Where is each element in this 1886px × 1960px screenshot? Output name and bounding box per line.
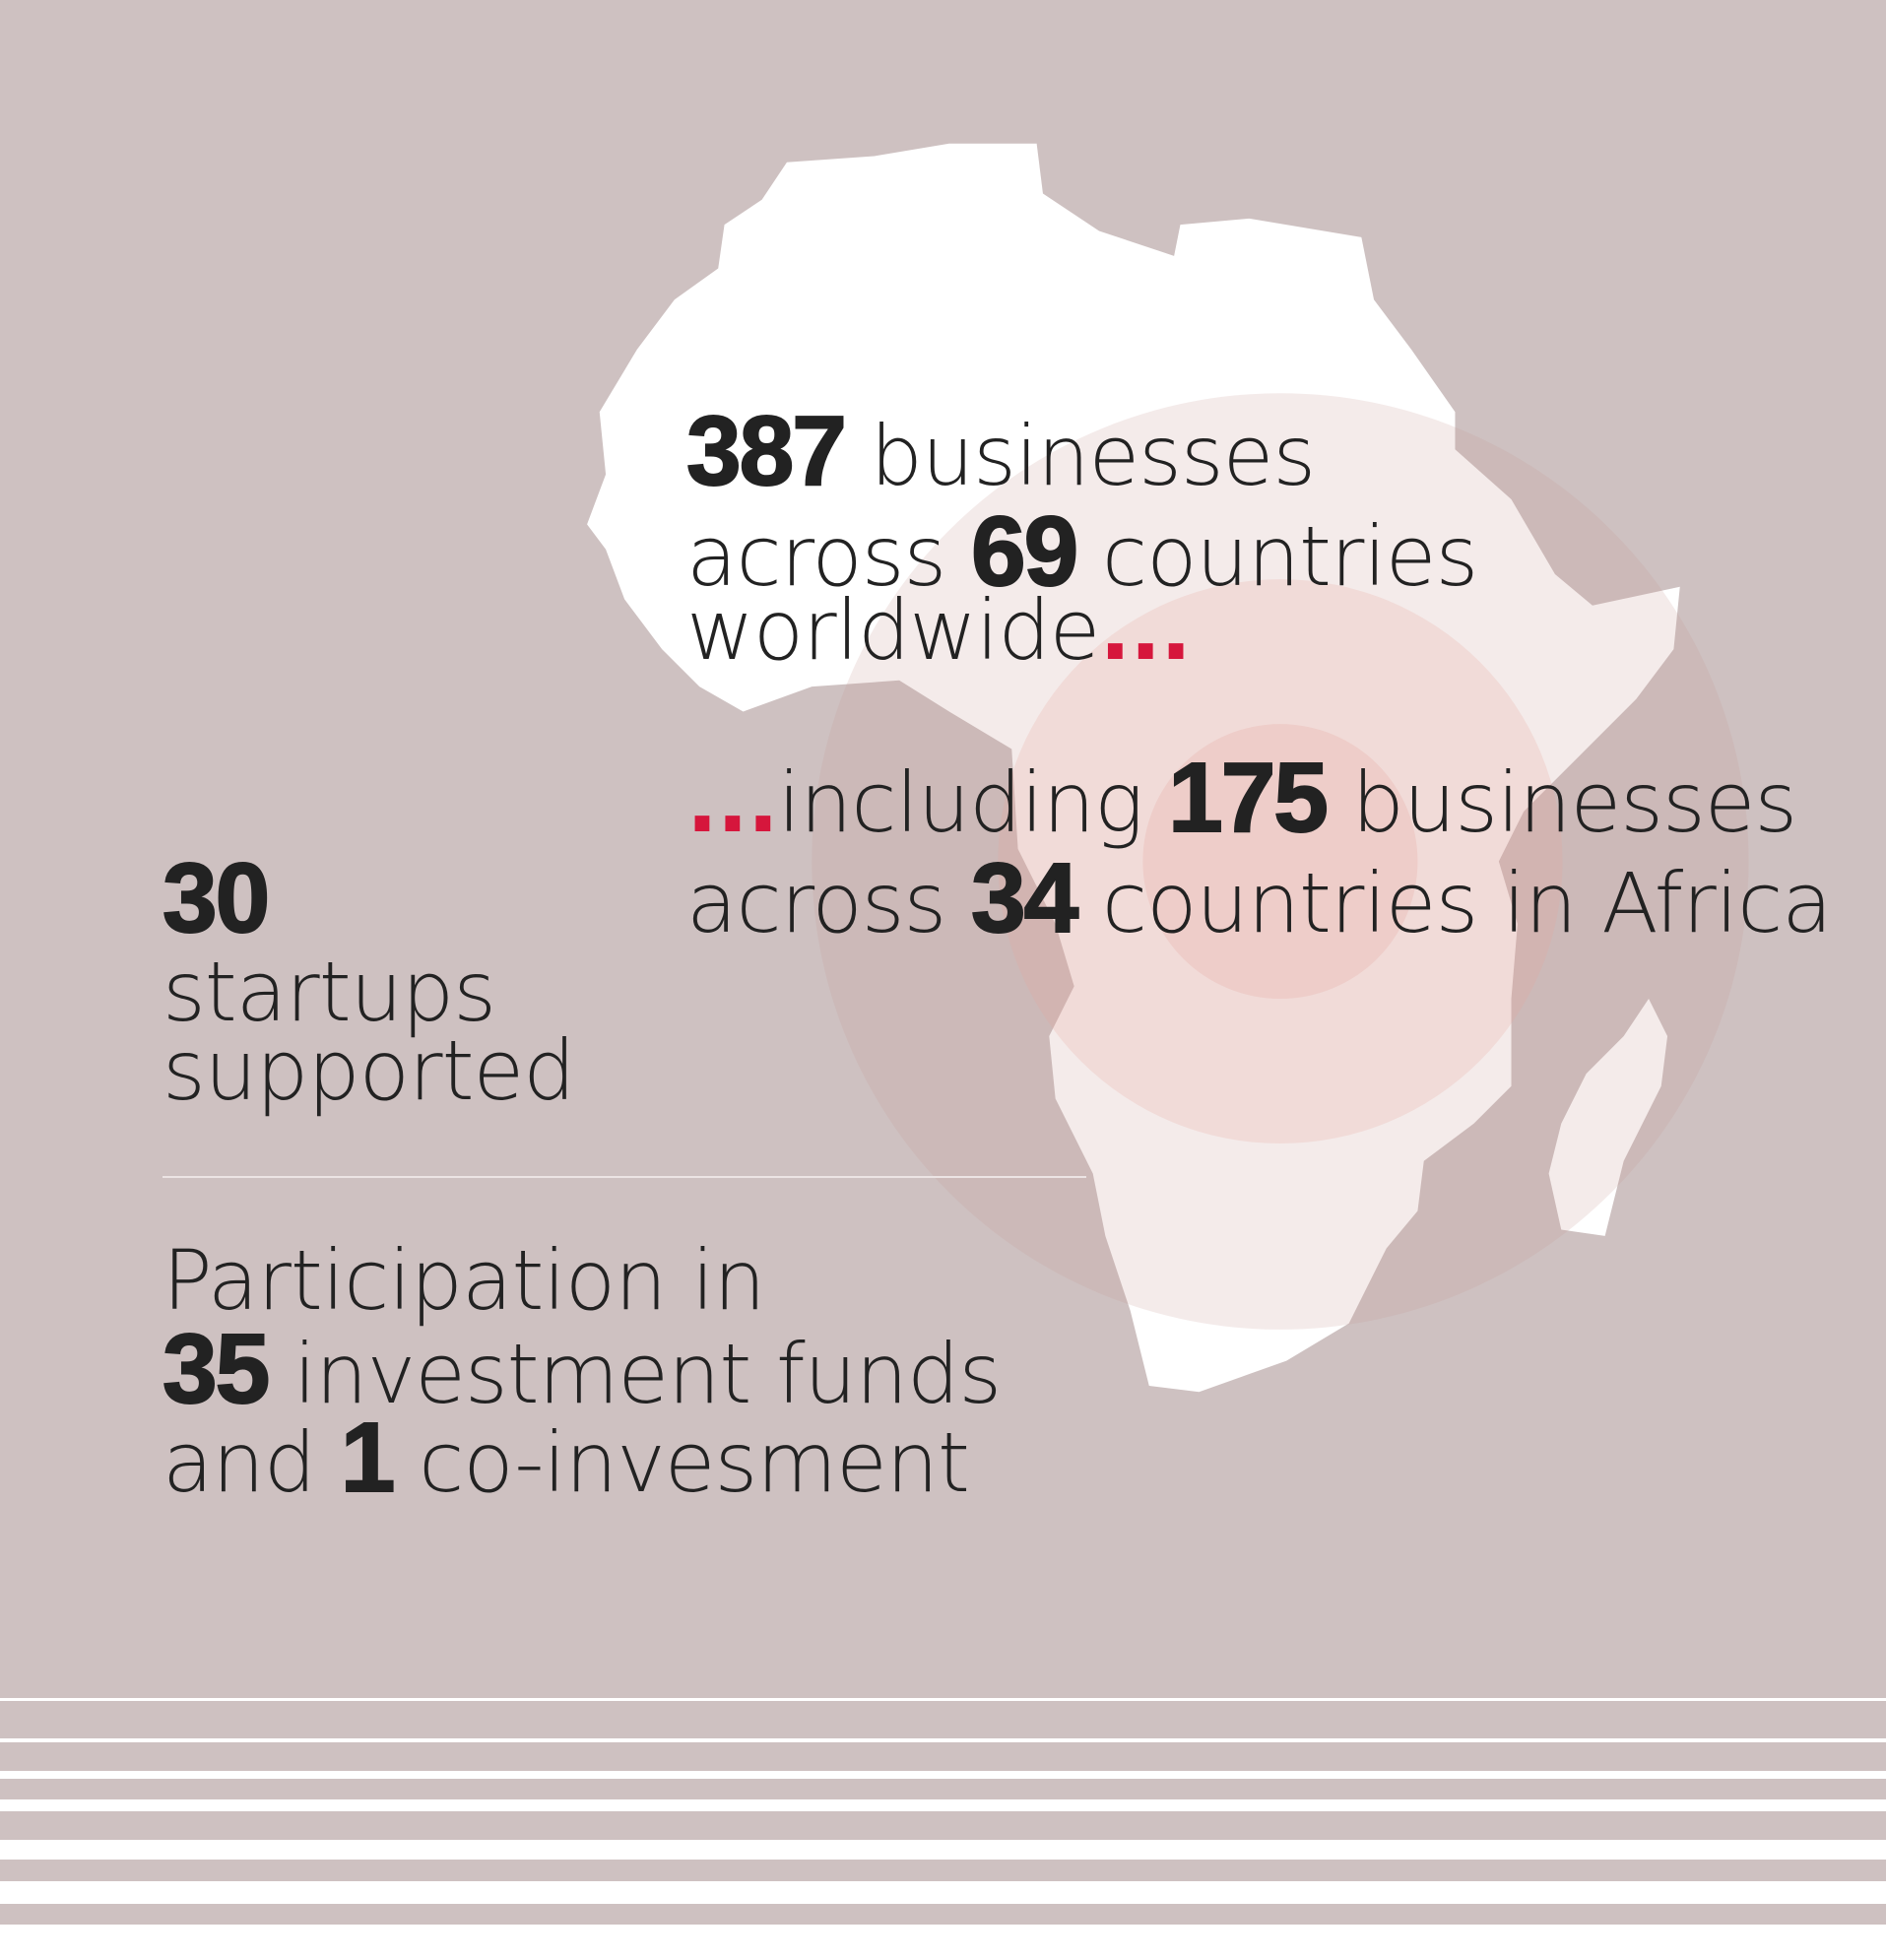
- africa-continent-shape: [587, 143, 1680, 1393]
- inner-ring: [1142, 724, 1418, 1000]
- africa-business-count: 175: [1167, 743, 1330, 853]
- global-country-count: 69: [970, 496, 1079, 607]
- global-worldwide-line: worldwide...: [686, 589, 1192, 672]
- label: across: [686, 855, 946, 951]
- label: countries in Africa: [1101, 855, 1833, 951]
- africa-countries-line: across 34 countries in Africa: [686, 848, 1833, 948]
- outer-ring: [812, 393, 1749, 1330]
- label: including: [777, 754, 1144, 851]
- startups-count-line: 30: [162, 848, 271, 948]
- madagascar-shape: [1548, 999, 1668, 1236]
- decorative-stripe: [0, 1925, 1886, 1960]
- coinvestment-line: and 1 co-invesment: [163, 1407, 970, 1508]
- label: co-invesment: [419, 1414, 970, 1511]
- supported-label: supported: [163, 1022, 576, 1119]
- label: investment funds: [293, 1326, 1002, 1422]
- funds-line: 35 investment funds: [162, 1319, 1002, 1419]
- global-business-count: 387: [685, 396, 848, 506]
- coinvestment-count: 1: [340, 1403, 397, 1513]
- label: businesses: [870, 408, 1317, 504]
- label: and: [163, 1414, 316, 1511]
- decorative-stripe: [0, 1840, 1886, 1860]
- africa-businesses-line: ...including 175 businesses: [686, 748, 1797, 848]
- ellipsis-dots: ...: [686, 754, 779, 851]
- ellipsis-dots: ...: [1099, 582, 1192, 679]
- global-businesses-line: 387 businesses: [685, 401, 1316, 501]
- startups-label: startups: [163, 944, 496, 1040]
- label: across: [686, 508, 946, 605]
- decorative-stripe: [0, 1799, 1886, 1811]
- africa-country-count: 34: [970, 843, 1079, 953]
- funds-count: 35: [162, 1314, 271, 1424]
- middle-ring: [998, 579, 1563, 1144]
- decorative-stripe: [0, 1698, 1886, 1701]
- decorative-stripe: [0, 1771, 1886, 1779]
- label: businesses: [1351, 754, 1798, 851]
- section-divider: [163, 1176, 1086, 1178]
- participation-label: Participation in: [163, 1232, 766, 1329]
- decorative-stripe: [0, 1738, 1886, 1742]
- startups-count: 30: [162, 843, 271, 953]
- label: worldwide: [686, 582, 1100, 679]
- global-countries-line: across 69 countries: [686, 501, 1478, 602]
- decorative-stripe: [0, 1881, 1886, 1904]
- label: countries: [1101, 508, 1478, 605]
